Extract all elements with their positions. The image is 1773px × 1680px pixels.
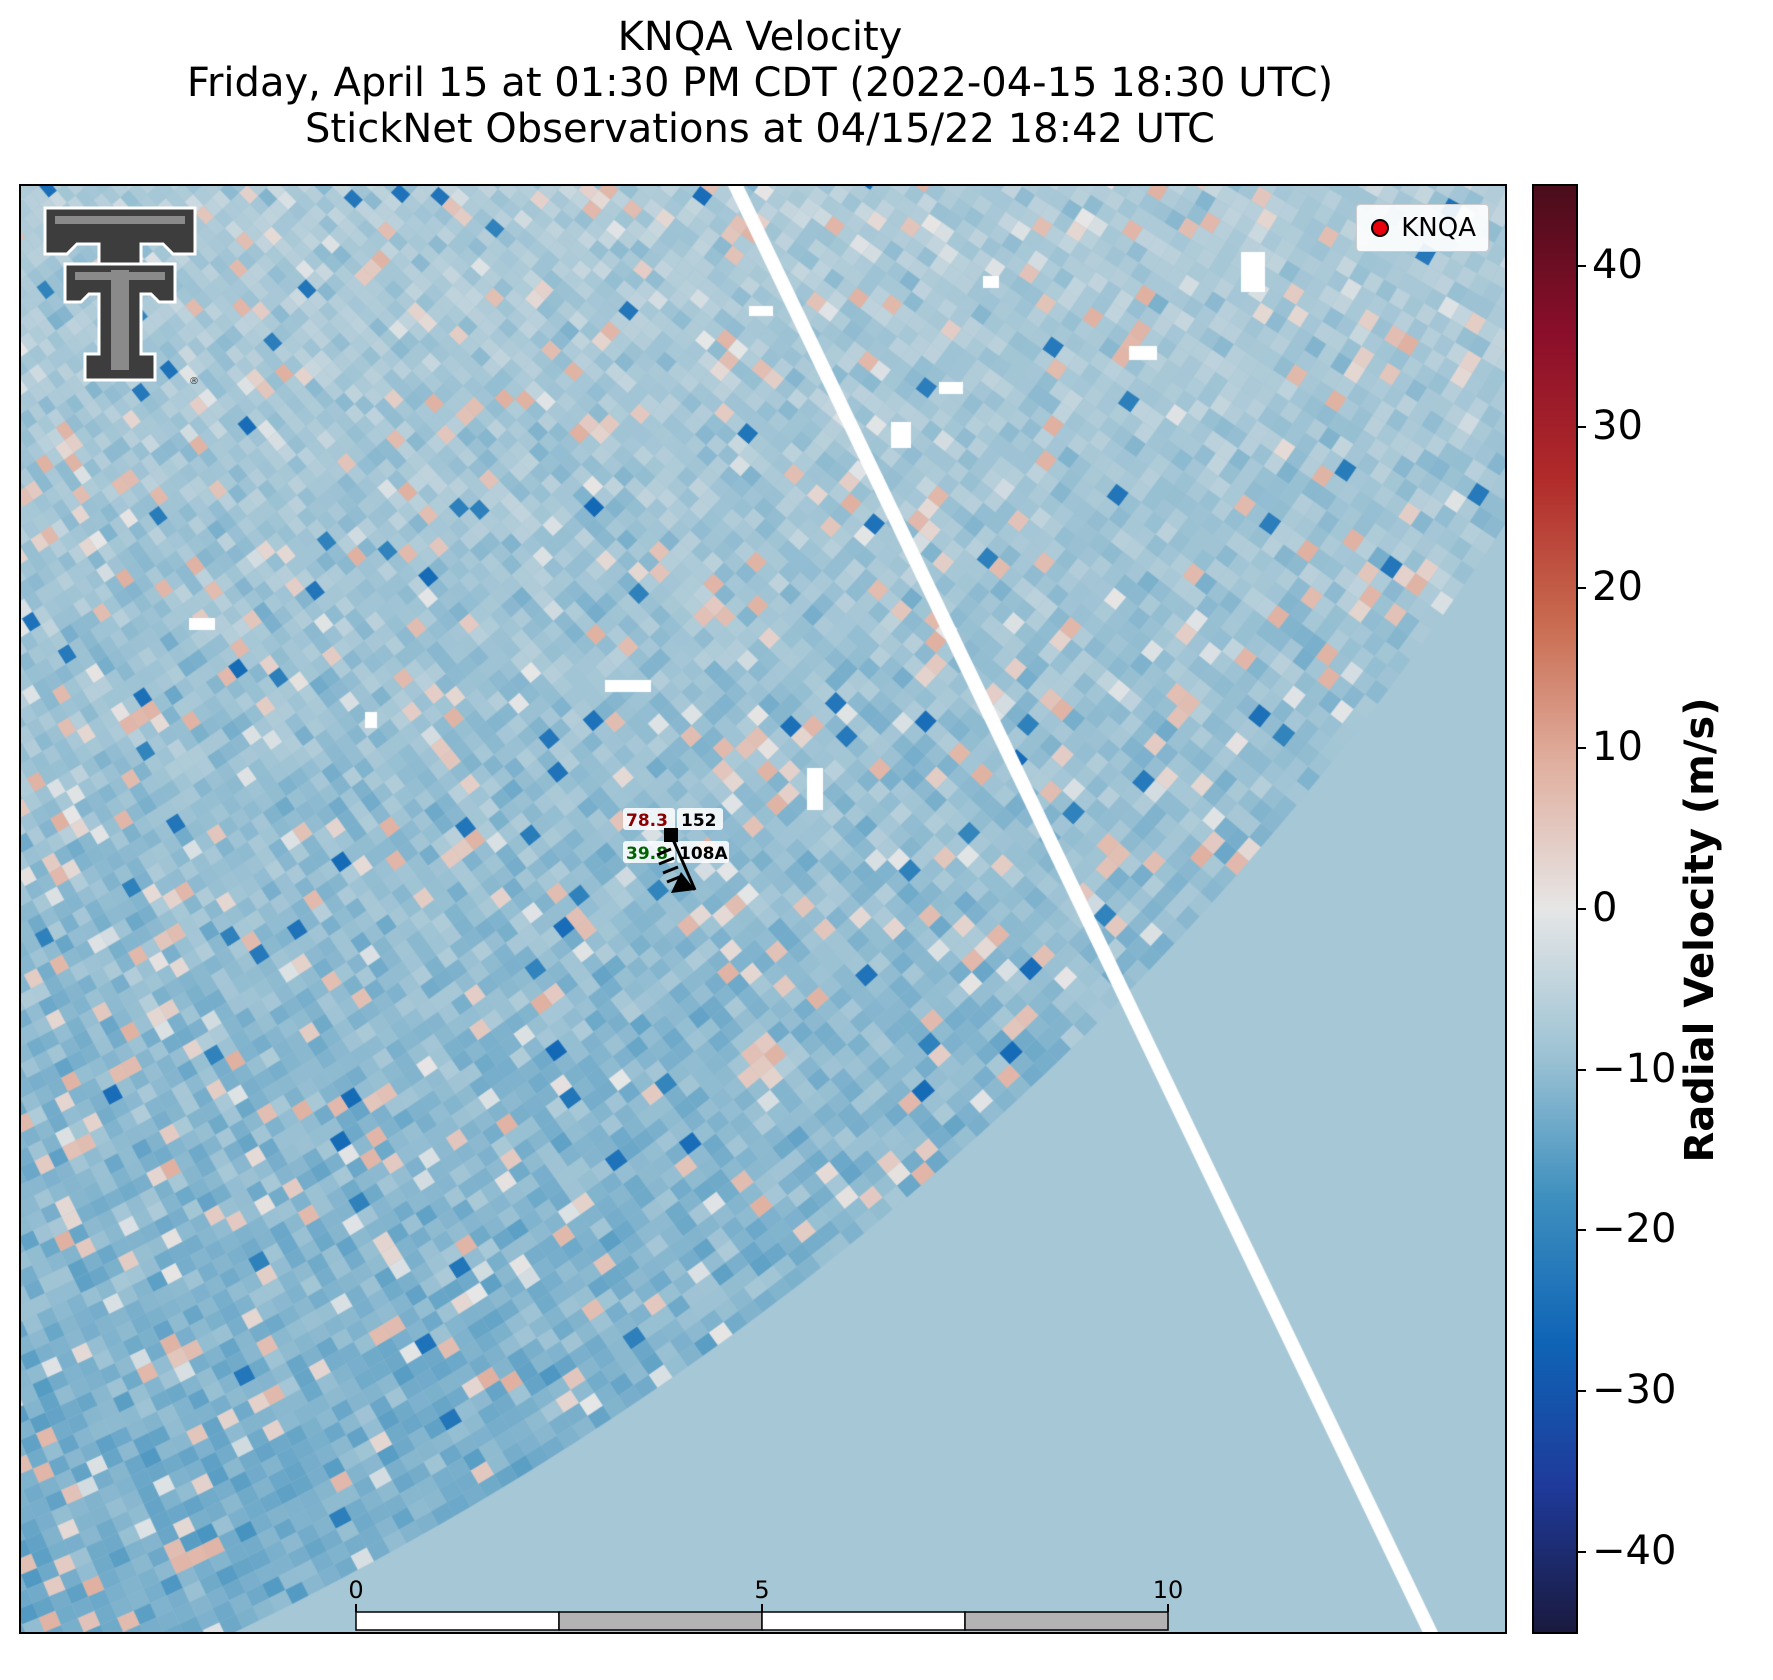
radar-map[interactable]: 78.3 152 39.8 108A	[19, 184, 1507, 1634]
colorbar-tick-label: 30	[1592, 403, 1643, 449]
colorbar-tick	[1576, 265, 1586, 268]
colorbar-tick	[1576, 908, 1586, 910]
pressure-label: 152	[681, 811, 717, 831]
title-line-3: StickNet Observations at 04/15/22 18:42 …	[305, 106, 1215, 152]
knqa-radar-marker-icon	[1371, 219, 1390, 237]
colorbar-title: Radial Velocity (m/s)	[1677, 697, 1723, 1163]
radar-velocity-field	[21, 186, 1505, 1632]
colorbar-tick	[1576, 586, 1586, 589]
chart-title: KNQA Velocity Friday, April 15 at 01:30 …	[0, 14, 1520, 152]
colorbar-tick	[1576, 1229, 1586, 1232]
temperature-label: 78.3	[626, 811, 668, 831]
colorbar-tick-label: −20	[1592, 1206, 1677, 1253]
wind-barb-icon	[656, 834, 697, 893]
colorbar-tick-label: 0	[1592, 885, 1618, 931]
map-legend: KNQA	[1356, 204, 1489, 252]
scale-segment-1	[355, 1611, 560, 1631]
temperature-label-bg	[623, 808, 675, 830]
colorbar-tick	[1576, 1550, 1586, 1553]
map-overlay: 78.3 152 39.8 108A	[348, 808, 1184, 1631]
dewpoint-label: 39.8	[626, 844, 668, 864]
colorbar-tick	[1576, 747, 1586, 750]
colorbar-tick-label: −40	[1592, 1527, 1677, 1574]
colorbar-tick-label: 20	[1592, 563, 1643, 610]
texas-tech-double-t-logo: ®	[43, 206, 199, 386]
scale-label-0: 0	[348, 1576, 363, 1604]
dewpoint-label-bg	[623, 841, 675, 863]
title-line-2: Friday, April 15 at 01:30 PM CDT (2022-0…	[186, 60, 1334, 106]
velocity-colorbar	[1532, 184, 1578, 1634]
sticknet-station[interactable]: 78.3 152 39.8 108A	[623, 808, 729, 893]
legend-label: KNQA	[1401, 213, 1476, 243]
station-id-label-bg	[677, 841, 729, 863]
scale-label-5: 5	[754, 1576, 769, 1604]
colorbar-tick	[1576, 1390, 1586, 1392]
svg-text:®: ®	[189, 376, 199, 386]
colorbar-tick	[1576, 1068, 1586, 1071]
pressure-label-bg	[677, 808, 723, 830]
colorbar-tick-label: 10	[1592, 724, 1643, 771]
colorbar-tick-label: −10	[1592, 1045, 1677, 1092]
scale-bar: 0 5 10 km	[348, 1576, 1184, 1631]
colorbar-tick-label: 40	[1592, 242, 1643, 289]
scale-segment-2	[558, 1611, 763, 1631]
title-line-1: KNQA Velocity	[617, 14, 903, 60]
station-id-label: 108A	[679, 844, 728, 864]
scale-segment-3	[761, 1611, 966, 1631]
colorbar-tick	[1576, 426, 1586, 428]
scale-segment-4	[964, 1611, 1169, 1631]
scale-label-10: 10	[1153, 1576, 1184, 1604]
colorbar-tick-label: −30	[1592, 1367, 1677, 1413]
